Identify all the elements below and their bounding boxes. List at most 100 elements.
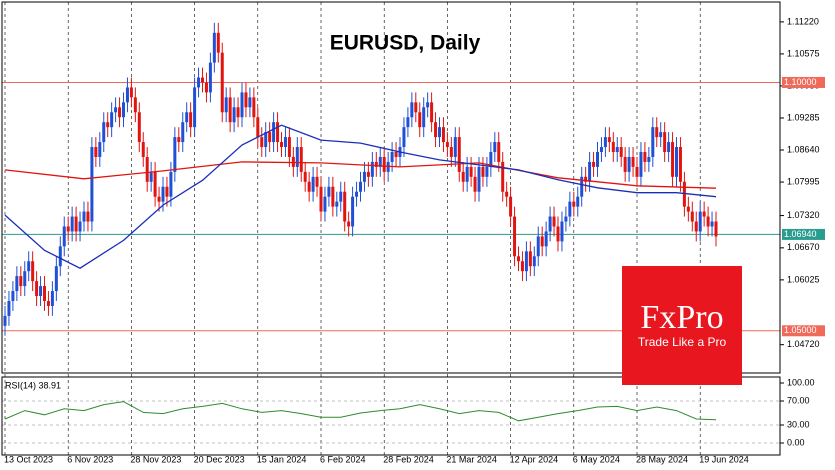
logo-box xyxy=(622,266,742,385)
candle-body xyxy=(240,92,244,118)
candle-body xyxy=(588,161,592,182)
candle-body xyxy=(663,132,667,152)
candle-body xyxy=(98,142,102,157)
candle-body xyxy=(690,211,694,222)
candle-body xyxy=(520,261,524,272)
rsi-tick-label: 30.00 xyxy=(787,419,810,429)
candle-body xyxy=(7,300,11,316)
candle-body xyxy=(276,122,280,143)
candle-body xyxy=(157,196,161,202)
candle-body xyxy=(489,151,493,167)
candle-body xyxy=(394,151,398,157)
candle-body xyxy=(232,107,236,123)
x-tick-label: 21 Mar 2024 xyxy=(446,454,497,464)
level-label-box xyxy=(782,76,825,88)
candle-body xyxy=(714,221,718,237)
candle-body xyxy=(441,127,445,143)
level-label-box xyxy=(782,325,825,337)
candle-body xyxy=(615,147,619,152)
candle-body xyxy=(74,216,78,232)
candle-body xyxy=(457,137,461,172)
candle-body xyxy=(311,176,315,192)
candle-body xyxy=(366,171,370,177)
rsi-frame xyxy=(1,376,781,456)
candle-body xyxy=(212,32,216,63)
candle-body xyxy=(682,181,686,207)
candle-body xyxy=(686,206,690,212)
candle-body xyxy=(599,147,603,152)
candle-body xyxy=(607,137,611,143)
candle-body xyxy=(536,236,540,257)
candle-body xyxy=(619,147,623,157)
candle-body xyxy=(106,122,110,128)
candle-body xyxy=(201,77,204,83)
candle-body xyxy=(102,122,106,143)
y-tick-label: 1.10575 xyxy=(787,48,820,58)
candle-body xyxy=(347,221,351,227)
candle-body xyxy=(145,156,149,182)
candle-body xyxy=(422,107,426,128)
candle-body xyxy=(118,107,122,118)
candle-body xyxy=(256,117,260,138)
level-label: 1.10000 xyxy=(784,77,817,87)
candle-body xyxy=(193,87,197,128)
candle-body xyxy=(343,191,347,222)
x-tick-label: 6 Feb 2024 xyxy=(320,454,366,464)
candle-body xyxy=(114,107,118,113)
candle-body xyxy=(31,261,35,282)
candle-body xyxy=(66,226,70,232)
candle-body xyxy=(173,137,177,172)
candle-body xyxy=(631,156,635,167)
candle-body xyxy=(639,151,643,177)
candle-body xyxy=(659,132,663,138)
candle-body xyxy=(204,82,208,93)
candle-body xyxy=(264,132,268,148)
candle-body xyxy=(469,166,473,177)
moving-average xyxy=(4,161,717,189)
candle-body xyxy=(623,156,627,172)
candle-body xyxy=(181,122,185,143)
rsi-tick-label: 70.00 xyxy=(787,395,810,405)
candle-body xyxy=(402,127,406,148)
candle-body xyxy=(710,221,714,227)
candle-body xyxy=(576,196,580,207)
candle-body xyxy=(675,147,678,177)
candle-body xyxy=(667,142,671,152)
candle-body xyxy=(248,97,252,108)
candle-body xyxy=(449,147,453,157)
candle-body xyxy=(295,147,299,167)
logo-tagline: Trade Like a Pro xyxy=(638,335,727,349)
candle-body xyxy=(129,87,133,98)
candle-body xyxy=(465,166,469,182)
candle-body xyxy=(568,201,572,217)
candle-body xyxy=(362,171,366,182)
candle-body xyxy=(406,117,410,128)
candle-body xyxy=(548,216,552,232)
candle-body xyxy=(560,221,564,242)
candle-body xyxy=(177,137,181,143)
candle-body xyxy=(220,52,224,113)
candle-body xyxy=(513,216,517,257)
y-tick-label: 1.09285 xyxy=(787,112,820,122)
moving-average xyxy=(4,124,717,269)
candle-body xyxy=(651,127,655,157)
candle-body xyxy=(161,186,165,202)
price-frame xyxy=(1,1,781,374)
candle-body xyxy=(23,271,27,287)
candle-body xyxy=(477,166,481,192)
candle-body xyxy=(410,102,414,118)
candle-body xyxy=(635,166,639,177)
candle-body xyxy=(39,286,43,297)
logo: FxPro Trade Like a Pro xyxy=(622,266,742,385)
candle-body xyxy=(153,171,157,197)
rsi-line xyxy=(4,401,717,422)
candle-body xyxy=(272,122,276,143)
rsi-tick-label: 0.00 xyxy=(787,437,805,447)
candle-body xyxy=(189,112,193,128)
candle-body xyxy=(43,286,46,301)
candle-body xyxy=(564,216,568,222)
candle-body xyxy=(58,246,62,267)
candle-body xyxy=(532,256,536,267)
